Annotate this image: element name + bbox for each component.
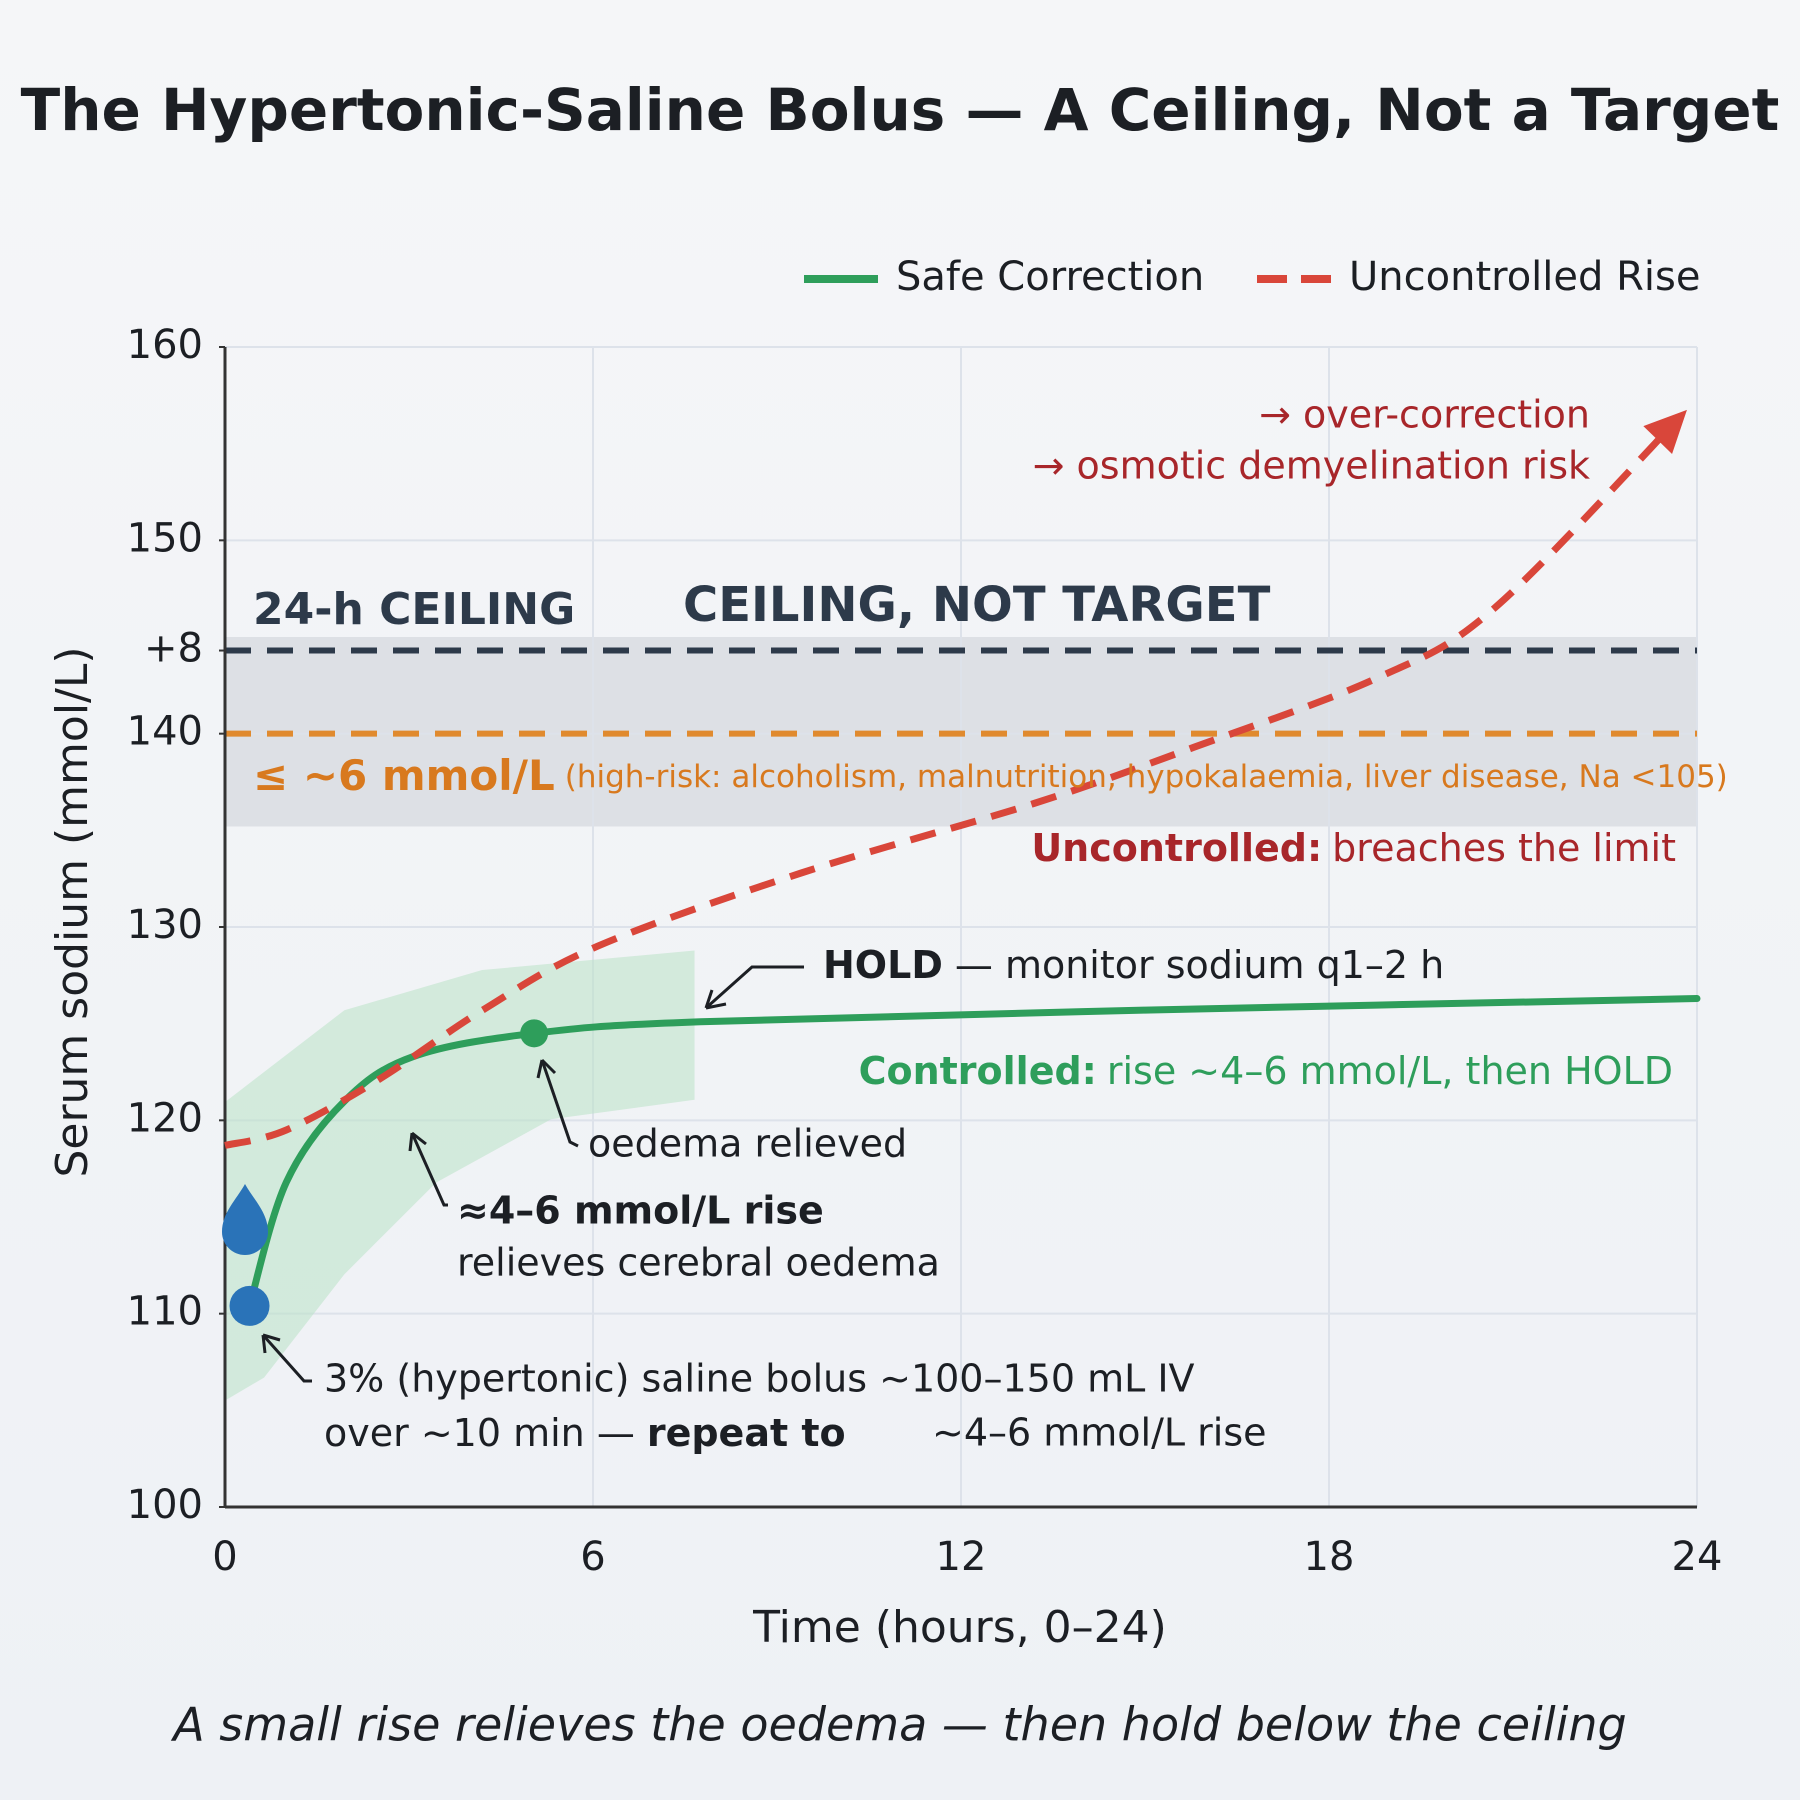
x-tick-label: 12 bbox=[936, 1534, 987, 1580]
arrowhead bbox=[1643, 409, 1687, 454]
annotation: Controlled: rise ~4–6 mmol/L, then HOLD bbox=[859, 1049, 1673, 1093]
y-tick-label: 140 bbox=[127, 709, 203, 755]
arrowhead bbox=[704, 989, 727, 1010]
drop-icon bbox=[222, 1184, 268, 1255]
marker bbox=[229, 1285, 270, 1326]
y-tick-label: +8 bbox=[144, 626, 203, 672]
annotation: HOLD — monitor sodium q1–2 h bbox=[823, 943, 1444, 987]
series-line bbox=[246, 995, 1701, 1310]
annotation: oedema relieved bbox=[588, 1122, 907, 1166]
highlight-band bbox=[225, 950, 695, 1401]
y-tick-label: 120 bbox=[127, 1095, 203, 1141]
annotation-text: CEILING, NOT TARGET bbox=[683, 577, 1271, 633]
annotation-text: ≤ ~6 mmol/L bbox=[253, 751, 555, 800]
plot-area: 100 110 120 130 +8 140 150 160 0 6 12 18 24 bbox=[127, 322, 1723, 1580]
y-tick-label: 150 bbox=[127, 515, 203, 561]
x-tick-label: 6 bbox=[580, 1534, 605, 1580]
annotation-text: — monitor sodium q1–2 h bbox=[955, 943, 1444, 987]
annotation-text: repeat to bbox=[647, 1411, 846, 1455]
annotation: relieves cerebral oedema bbox=[457, 1241, 940, 1285]
annotation: ≤ ~6 mmol/L (high-risk: alcoholism, malnu… bbox=[253, 751, 1728, 800]
arrow bbox=[705, 965, 804, 1010]
arrowhead bbox=[261, 1333, 281, 1354]
y-tick-label: 110 bbox=[127, 1289, 203, 1335]
x-tick-label: 0 bbox=[212, 1534, 237, 1580]
annotation-text: HOLD bbox=[823, 943, 943, 987]
y-tick-label: 160 bbox=[127, 322, 203, 368]
annotation-text: over ~10 min — bbox=[324, 1411, 635, 1455]
annotation-arrows bbox=[261, 965, 804, 1383]
x-axis-label: Time (hours, 0–24) bbox=[752, 1602, 1167, 1653]
annotation-text: breaches the limit bbox=[1332, 826, 1676, 870]
y-axis-label: Serum sodium (mmol/L) bbox=[47, 646, 98, 1177]
chart-title: The Hypertonic-Saline Bolus — A Ceiling,… bbox=[21, 76, 1780, 144]
annotation: → osmotic demyelination risk bbox=[1033, 444, 1590, 488]
arrow bbox=[540, 1059, 579, 1148]
arrowhead bbox=[408, 1131, 427, 1152]
annotation-text: rise ~4–6 mmol/L, then HOLD bbox=[1107, 1049, 1673, 1093]
annotation: over ~10 min — repeat to bbox=[324, 1411, 846, 1455]
legend-label: Safe Correction bbox=[896, 254, 1204, 300]
marker bbox=[520, 1019, 549, 1048]
arrow bbox=[261, 1334, 312, 1383]
arrowhead bbox=[536, 1058, 557, 1079]
annotation: Uncontrolled: breaches the limit bbox=[1031, 826, 1676, 870]
series-line bbox=[224, 416, 1682, 1149]
annotation: CEILING, NOT TARGET bbox=[683, 577, 1271, 633]
annotation: ≈4–6 mmol/L rise bbox=[457, 1189, 824, 1233]
annotation-text: Controlled: bbox=[859, 1049, 1097, 1093]
annotation-text: 24-h CEILING bbox=[253, 584, 575, 635]
annotation: → over-correction bbox=[1259, 393, 1590, 437]
arrow bbox=[410, 1132, 448, 1207]
annotation: 3% (hypertonic) saline bolus ~100–150 mL… bbox=[324, 1357, 1195, 1401]
x-tick-label: 24 bbox=[1672, 1534, 1723, 1580]
annotation: 24-h CEILING bbox=[253, 584, 575, 635]
legend-label: Uncontrolled Rise bbox=[1349, 254, 1700, 300]
annotation-text: Uncontrolled: bbox=[1031, 826, 1322, 870]
annotation: ~4–6 mmol/L rise bbox=[932, 1411, 1267, 1455]
legend: Safe Correction Uncontrolled Rise bbox=[804, 254, 1700, 300]
x-tick-label: 18 bbox=[1304, 1534, 1355, 1580]
y-tick-label: 130 bbox=[127, 902, 203, 948]
y-tick-label: 100 bbox=[127, 1482, 203, 1528]
annotations: 24-h CEILING CEILING, NOT TARGET ≤ ~6 mm… bbox=[222, 393, 1728, 1455]
subtitle: A small rise relieves the oedema — then … bbox=[170, 1698, 1627, 1752]
annotation-text: (high-risk: alcoholism, malnutrition, hy… bbox=[565, 759, 1728, 795]
